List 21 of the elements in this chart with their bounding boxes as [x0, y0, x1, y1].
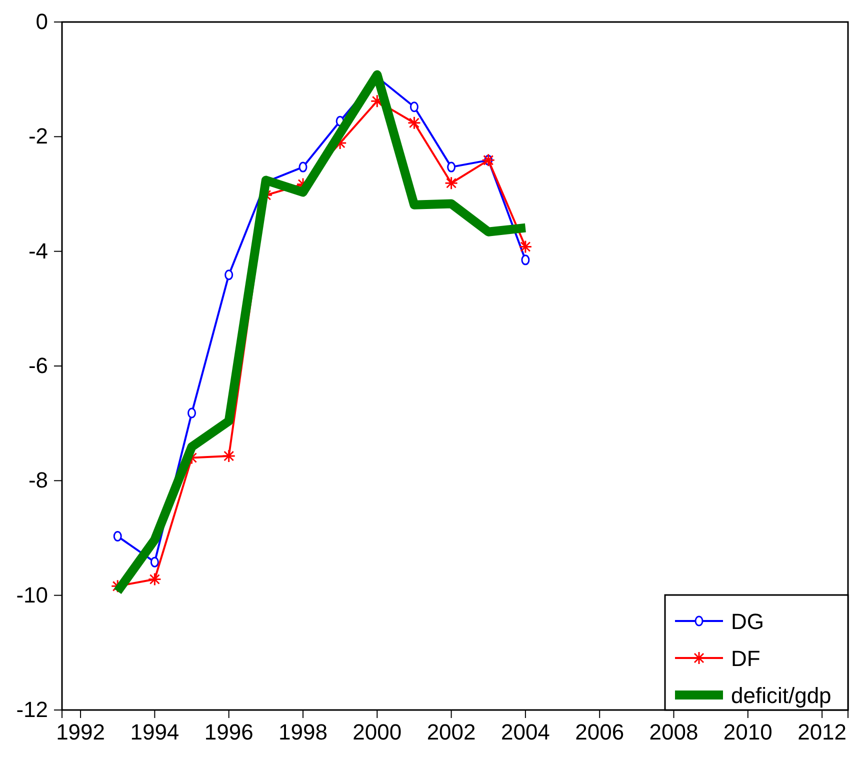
x-tick-label: 2010: [723, 720, 772, 745]
y-tick-label: -2: [28, 124, 48, 149]
x-tick-label: 2006: [575, 720, 624, 745]
x-tick-label: 1998: [278, 720, 328, 745]
x-tick-label: 1992: [56, 720, 106, 745]
y-tick-label: -8: [28, 468, 48, 493]
x-tick-label: 2002: [426, 720, 476, 745]
x-tick-label: 2000: [352, 720, 402, 745]
y-tick-label: -6: [28, 353, 48, 378]
x-tick-label: 2004: [500, 720, 550, 745]
y-tick-label: 0: [36, 9, 48, 34]
legend-label: DG: [731, 609, 764, 634]
legend-label: deficit/gdp: [731, 683, 832, 708]
x-tick-label: 2012: [798, 720, 847, 745]
y-tick-label: -4: [28, 238, 48, 264]
x-tick-label: 2008: [649, 720, 698, 745]
y-tick-label: -12: [16, 697, 48, 722]
x-tick-label: 1994: [130, 720, 180, 745]
y-tick-label: -10: [16, 582, 48, 608]
x-tick-label: 1996: [204, 720, 254, 745]
legend-label: DF: [731, 646, 760, 671]
